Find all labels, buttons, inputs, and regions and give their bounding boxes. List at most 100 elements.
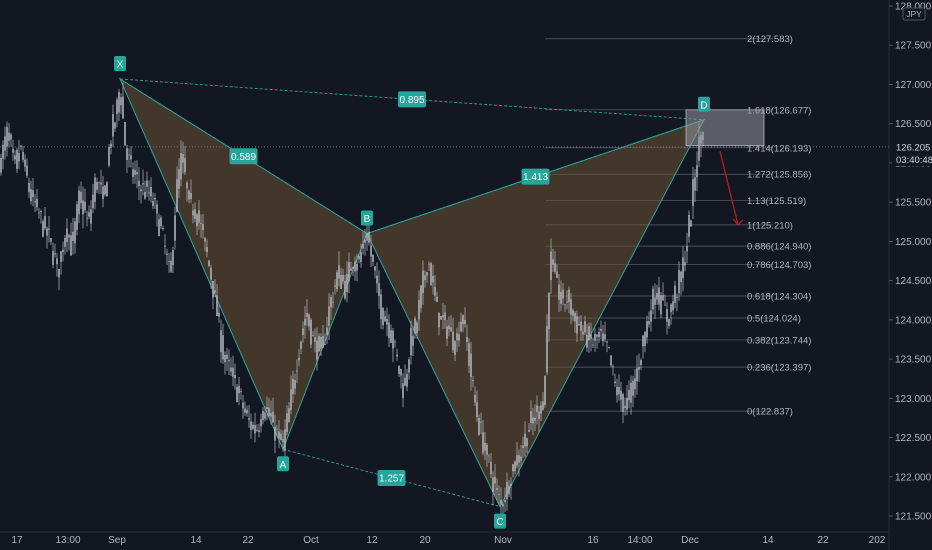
currency-label: JPY — [906, 9, 922, 19]
candle-body — [152, 200, 154, 207]
candle-body — [110, 143, 112, 148]
candle-body — [512, 464, 514, 472]
candle-body — [24, 159, 26, 167]
candle-body — [242, 402, 244, 409]
fib-level-label: 1.272(125.856) — [747, 170, 811, 181]
candle-body — [8, 132, 10, 141]
candle-body — [134, 170, 136, 175]
candle-body — [424, 275, 426, 281]
candle-body — [432, 275, 434, 283]
candle-body — [398, 365, 400, 374]
candle-body — [264, 412, 266, 419]
price-tick-label: 127.000 — [895, 80, 932, 91]
candle-body — [478, 417, 480, 436]
candle-body — [84, 201, 86, 211]
time-axis[interactable]: 17 13:00 Sep 14 22 Oct 12 20 Nov 16 14:00 Dec 14 22 20… — [0, 531, 889, 546]
candle-body — [300, 341, 302, 349]
candle-body — [544, 375, 546, 405]
currency-badge[interactable]: JPY — [902, 7, 926, 21]
candle-body — [630, 382, 632, 403]
candle-body — [252, 424, 254, 429]
ratio-label-bg — [521, 168, 550, 185]
candle-body — [580, 321, 582, 331]
candle-body — [440, 315, 442, 320]
candle-body — [370, 245, 372, 257]
candle-body — [76, 204, 78, 230]
candle-body — [234, 374, 236, 379]
candle-body — [554, 263, 556, 272]
time-tick-label: 22 — [242, 535, 254, 546]
candle-body — [18, 153, 20, 162]
candle-body — [392, 330, 394, 349]
candle-body — [510, 483, 512, 487]
last-price-value: 126.205 — [896, 142, 930, 153]
candle-body — [556, 271, 558, 278]
candle-body — [354, 261, 356, 272]
candle-body — [628, 390, 630, 401]
candle-body — [210, 267, 212, 280]
fib-level-label: 1.13(125.519) — [747, 196, 806, 207]
candle-body — [590, 334, 592, 339]
point-label-text: D — [700, 100, 707, 111]
countdown-bg — [892, 153, 932, 166]
candle-body — [326, 327, 328, 335]
candle-body — [46, 228, 48, 236]
candle-body — [298, 357, 300, 361]
fib-level-label: 0.786(124.703) — [747, 260, 811, 271]
candle-body — [408, 359, 410, 373]
candle-body — [256, 429, 258, 431]
fib-level-label: 0.236(123.397) — [747, 363, 811, 374]
candle-body — [452, 331, 454, 351]
candle-body — [526, 438, 528, 447]
candle-body — [282, 438, 284, 443]
candle-body — [436, 296, 438, 302]
candle-body — [622, 394, 624, 413]
ratio-label-bg — [229, 148, 258, 165]
candle-body — [416, 322, 418, 333]
candle-body — [420, 285, 422, 308]
candle-body — [102, 186, 104, 199]
point-label-x: X — [114, 55, 126, 71]
candle-body — [686, 246, 688, 252]
candle-body — [616, 386, 618, 396]
candle-body — [548, 292, 550, 329]
candle-body — [364, 239, 366, 243]
candle-body — [82, 200, 84, 215]
candle-body — [294, 380, 296, 389]
candle-body — [330, 296, 332, 308]
candle-body — [148, 192, 150, 194]
candle-body — [642, 335, 644, 347]
candle-body — [430, 263, 432, 286]
candle-body — [378, 283, 380, 296]
price-tick-label: 124.500 — [895, 276, 932, 287]
candle-body — [62, 249, 64, 252]
candle-body — [442, 315, 444, 318]
candle-body — [382, 308, 384, 326]
candle-body — [444, 312, 446, 321]
candle-body — [258, 430, 260, 433]
candle-body — [640, 360, 642, 366]
candle-body — [570, 299, 572, 315]
candle-body — [50, 238, 52, 242]
candle-body — [312, 334, 314, 336]
candle-body — [578, 324, 580, 326]
candle-body — [40, 211, 42, 213]
ratio-label-text: 0.589 — [231, 152, 256, 163]
candle-body — [484, 443, 486, 451]
candle-body — [196, 214, 198, 227]
candle-body — [368, 231, 370, 243]
candle-body — [386, 318, 388, 325]
candle-body — [246, 409, 248, 414]
candle-body — [58, 268, 60, 278]
target-arrow-shaft — [719, 150, 739, 226]
candle-body — [356, 263, 358, 271]
candle-body — [304, 318, 306, 326]
candle-body — [60, 251, 62, 262]
price-tick-label: 125.500 — [895, 198, 932, 209]
candle-body — [516, 455, 518, 466]
overlays: 0.589 0.895 1.257 1.413 X A B C D — [0, 55, 889, 529]
candle-body — [614, 381, 616, 384]
candle-body — [328, 306, 330, 326]
fib-level-label: 0.382(123.744) — [747, 335, 811, 346]
